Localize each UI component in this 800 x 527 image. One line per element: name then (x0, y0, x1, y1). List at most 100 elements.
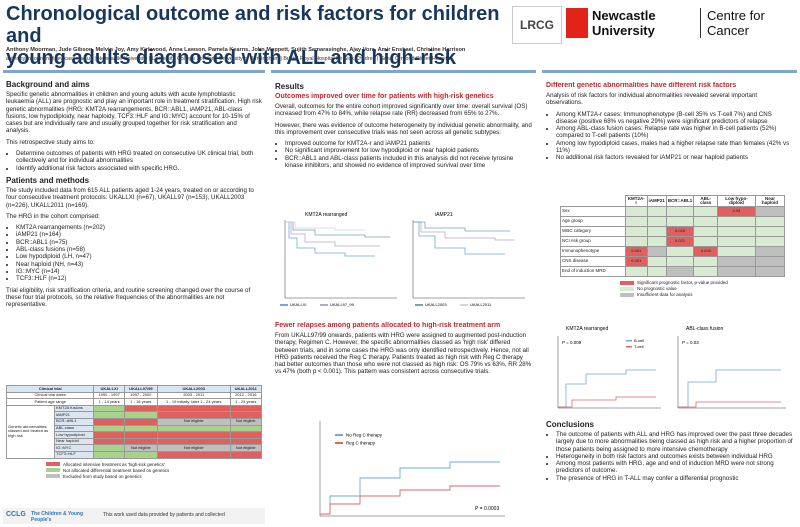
km-curve (285, 221, 380, 247)
cell (693, 266, 719, 278)
header-cell: iAMP21 (646, 194, 667, 208)
subheading: Different genetic abnormalities have dif… (546, 82, 737, 89)
list: Improved outcome for KMT2A-r and iAMP21 … (275, 140, 532, 169)
list-item: Heterogeneity in both risk factors and o… (556, 453, 794, 460)
legend-item: Excluded from study based on genetics (46, 474, 262, 480)
cell: 1 - 19 initially, later 1 - 24 years (156, 398, 231, 406)
row-label: Sex (560, 206, 626, 218)
row-label: Immunophenotype (560, 246, 626, 258)
list-item: Among most patients with HRG, age and en… (556, 460, 794, 475)
cell (693, 226, 719, 238)
cell (156, 437, 231, 446)
header-cell: UKALL2003 (156, 385, 231, 393)
list: The outcome of patients with ALL and HRG… (546, 431, 794, 482)
cell: 2003 - 2011 (156, 391, 231, 400)
cell (693, 206, 719, 218)
header-cell: UKALL97/99 (123, 385, 158, 393)
legend-label: Reg C therapy (346, 441, 376, 446)
cell (646, 246, 667, 258)
cell (93, 424, 125, 433)
cell (229, 424, 263, 433)
cell (229, 431, 263, 439)
list-item: Improved outcome for KMT2A-r and iAMP21 … (285, 140, 532, 147)
cell (625, 236, 648, 248)
trial-table: Clinical trial UKALLXI UKALL97/99 UKALL2003… (5, 385, 263, 459)
list-item: Near haploid (NH, n=43) (16, 261, 262, 268)
cell: 0.025 (693, 246, 719, 258)
cell (646, 226, 667, 238)
row: ABL-class (7, 424, 263, 433)
conclusions: Conclusions The outcome of patients with… (546, 420, 794, 524)
affiliations: anthony.moorman@newcastle.ac.uk | Newcas… (6, 56, 452, 62)
row: CNS disease 0.001 (560, 256, 786, 268)
row-label: Low hypodiploid (53, 431, 95, 439)
list: KMT2A rearrangements (n=202)iAMP21 (n=16… (6, 224, 262, 282)
legend: Significant prognostic factor, p-value p… (620, 280, 785, 298)
header-cell: Near haploid (754, 194, 786, 208)
list-item: BCR::ABL1 and ABL-class patients include… (285, 155, 532, 170)
cell (93, 437, 125, 446)
p-value: P = 0.03 (682, 340, 699, 345)
legend-label: B-cell (634, 338, 644, 343)
header-cell: KMT2A-r (625, 194, 648, 208)
list-item: TCF3::HLF (n=12) (16, 275, 262, 282)
list-item: BCR::ABL1 (n=75) (16, 239, 262, 246)
cell: 1997 - 2002 (123, 391, 158, 400)
cell (754, 216, 786, 228)
list-item: Among ABL-class fusion cases: Relapse ra… (556, 125, 794, 140)
cell (93, 411, 125, 419)
cell (156, 424, 231, 433)
lrcg-logo: LRCG (512, 6, 562, 44)
legend-swatch (335, 434, 343, 436)
reg-c-chart: No Reg C therapy Reg C therapy P = 0.000… (319, 421, 505, 517)
row-label: KMT2A fusions (53, 404, 95, 413)
paragraph: Analysis of risk factors for individual … (546, 92, 758, 107)
row-label: ABL-class (53, 424, 95, 433)
cell (754, 246, 786, 258)
row-label: Near haploid (53, 437, 95, 446)
corner (561, 196, 626, 207)
legend-label: Excluded from study based on genetics (63, 473, 142, 479)
paragraph: The study included data from 615 ALL pat… (6, 186, 254, 209)
cell (93, 444, 125, 452)
km-curve (285, 221, 390, 238)
paragraph: Trial eligibility, risk stratification c… (6, 286, 251, 309)
group-label: Genetic abnormalities classed and treate… (6, 404, 55, 459)
header-cell: ABL-class (693, 194, 719, 208)
cell: 1990 - 1997 (93, 391, 125, 400)
legend: Allocated intensive treatment as 'high-r… (46, 462, 262, 480)
axis (284, 220, 397, 299)
cell (123, 417, 158, 426)
cell (93, 450, 125, 459)
cell (93, 404, 125, 413)
row-label: NCI risk group (560, 236, 626, 248)
cell (123, 437, 158, 446)
list-item: The outcome of patients with ALL and HRG… (556, 431, 794, 453)
relapse-text: Fewer relapses among patients allocated … (275, 322, 532, 412)
header-cell: UKALLXI (93, 385, 125, 393)
swatch (620, 293, 634, 297)
cell (665, 216, 695, 228)
cell (625, 266, 648, 278)
cell (229, 450, 263, 459)
cell (717, 226, 756, 238)
heading: Results (275, 82, 304, 91)
list: Determine outcomes of patients with HRG … (6, 150, 262, 172)
header-cell: Low hypo-diploid (717, 194, 756, 208)
title-line: Chronological outcome and risk factors f… (6, 3, 500, 47)
legend-item: Allocated intensive treatment as 'high-r… (46, 462, 262, 468)
cell: Not eligible (229, 444, 263, 452)
paragraph: Overall, outcomes for the entire cohort … (275, 103, 528, 118)
cell (646, 256, 667, 268)
footer: CCLG The Children & Young People's This … (3, 508, 265, 524)
logo-text: Cancer (707, 23, 749, 38)
km-curve (413, 221, 515, 241)
legend-swatch (460, 304, 468, 306)
authors: Anthony Moorman, Jude Gibson, Melvin Joy… (6, 47, 466, 53)
axis (319, 421, 505, 517)
legend-label: UKALLXI (290, 302, 306, 307)
cell (754, 236, 786, 248)
row: Sex 0.04 (560, 206, 786, 218)
row-label: WBC category (560, 226, 626, 238)
